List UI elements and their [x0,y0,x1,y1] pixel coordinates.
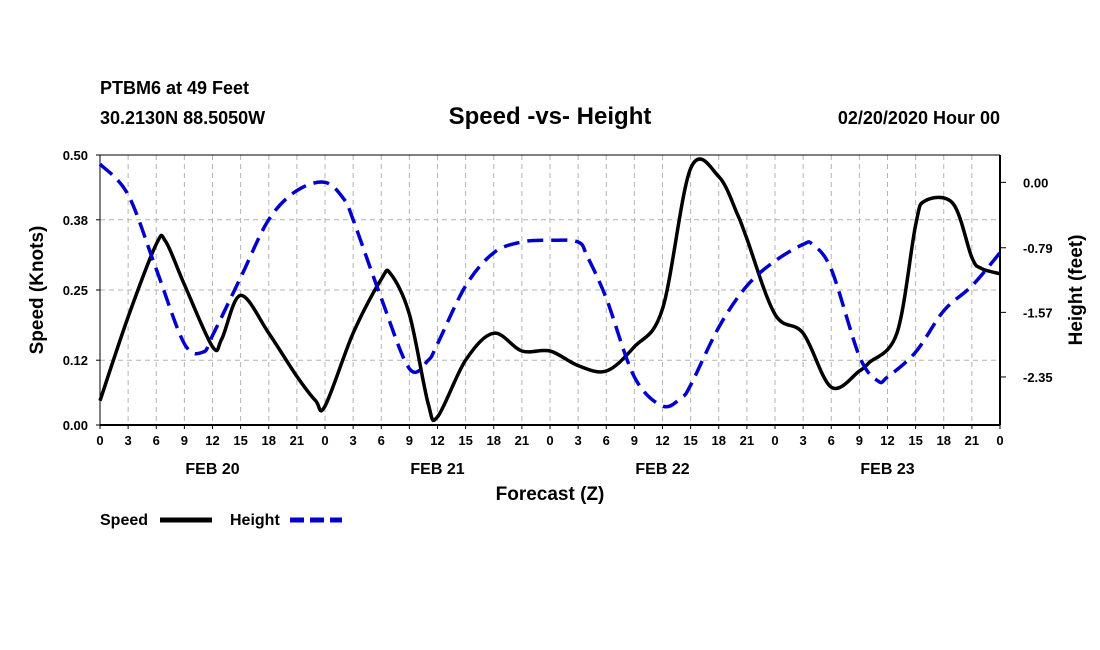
chart-title: Speed -vs- Height [449,103,652,130]
station-name: PTBM6 at 49 Feet [100,78,249,98]
day-label: FEB 22 [635,461,689,478]
x-tick-label: 21 [515,433,529,448]
x-tick-label: 12 [655,433,669,448]
station-coordinates: 30.2130N 88.5050W [100,108,265,128]
day-label: FEB 21 [410,461,464,478]
x-tick-label: 0 [96,433,103,448]
x-tick-label: 15 [233,433,247,448]
series-line-speed [98,157,1001,423]
legend-label-height: Height [230,512,280,529]
x-tick-label: 0 [996,433,1003,448]
x-tick-label: 6 [828,433,835,448]
x-tick-label: 21 [965,433,979,448]
x-tick-label: 15 [683,433,697,448]
y-right-tick-label: 0.00 [1023,175,1048,190]
y-left-tick-label: 0.38 [63,213,88,228]
legend: Speed Height [100,512,342,529]
day-label: FEB 23 [860,461,914,478]
day-label: FEB 20 [185,461,239,478]
x-tick-label: 0 [546,433,553,448]
grid [100,155,1000,425]
y-left-tick-label: 0.50 [63,148,88,163]
x-tick-label: 3 [800,433,807,448]
x-tick-label: 21 [740,433,754,448]
tick-labels: 0 3 6 9 12 15 18 21 0 3 6 9 12 15 18 21 0 3 6 9 12 15 18 21 0 3 6 9… [63,148,1053,478]
x-tick-label: 6 [378,433,385,448]
y-right-tick-label: -2.35 [1023,370,1053,385]
x-tick-label: 9 [856,433,863,448]
series-line-height [98,162,1002,409]
x-tick-label: 18 [487,433,501,448]
x-tick-label: 3 [350,433,357,448]
x-tick-label: 9 [181,433,188,448]
x-axis-label: Forecast (Z) [496,484,605,505]
axes [96,154,1006,429]
x-tick-label: 12 [430,433,444,448]
x-tick-label: 9 [406,433,413,448]
x-tick-label: 12 [880,433,894,448]
x-tick-label: 6 [153,433,160,448]
x-tick-label: 18 [712,433,726,448]
y-left-tick-label: 0.00 [63,418,88,433]
y-left-tick-label: 0.12 [63,353,88,368]
x-tick-label: 3 [575,433,582,448]
x-tick-label: 18 [262,433,276,448]
y-axis-label-left: Speed (Knots) [27,226,48,355]
x-tick-label: 9 [631,433,638,448]
y-axis-label-right: Height (feet) [1066,235,1087,346]
series [98,157,1002,423]
forecast-datetime: 02/20/2020 Hour 00 [838,108,1000,128]
x-tick-label: 21 [290,433,304,448]
y-right-tick-label: -1.57 [1023,305,1053,320]
y-right-tick-label: -0.79 [1023,241,1053,256]
legend-label-speed: Speed [100,512,148,529]
y-left-tick-label: 0.25 [63,283,88,298]
x-tick-label: 0 [321,433,328,448]
x-tick-label: 0 [771,433,778,448]
x-tick-label: 15 [908,433,922,448]
x-tick-label: 3 [125,433,132,448]
x-tick-label: 6 [603,433,610,448]
x-tick-label: 12 [205,433,219,448]
x-tick-label: 18 [937,433,951,448]
x-tick-label: 15 [458,433,472,448]
